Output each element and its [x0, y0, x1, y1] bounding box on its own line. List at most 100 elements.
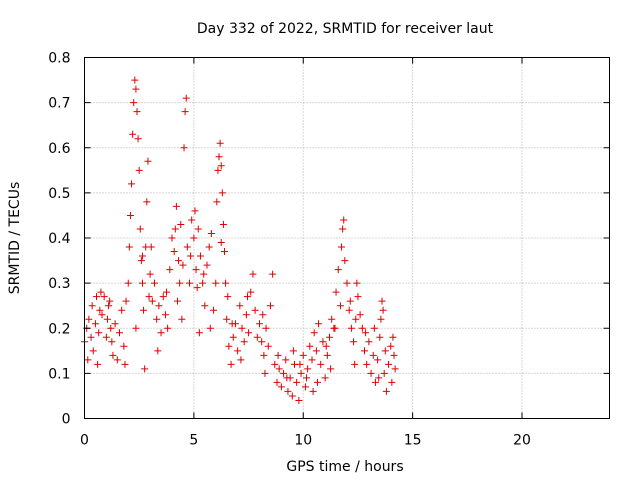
data-point	[283, 374, 291, 382]
data-point	[346, 297, 354, 305]
data-point	[266, 302, 274, 310]
data-point	[88, 302, 96, 310]
data-point	[107, 324, 115, 332]
data-point	[343, 279, 351, 287]
data-point	[370, 324, 378, 332]
data-point	[245, 329, 253, 337]
data-point	[121, 360, 129, 368]
data-point	[229, 333, 237, 341]
data-point	[93, 293, 101, 301]
data-point	[98, 311, 106, 319]
data-point	[164, 324, 172, 332]
data-point	[145, 293, 153, 301]
data-point	[196, 252, 204, 260]
data-point	[249, 270, 257, 278]
data-point	[334, 266, 342, 274]
data-point	[146, 270, 154, 278]
data-point	[243, 293, 251, 301]
data-point	[186, 279, 193, 287]
x-tick-label: 5	[189, 433, 198, 449]
data-point	[303, 374, 311, 382]
data-point	[151, 279, 158, 287]
data-point	[95, 329, 103, 337]
data-point	[253, 333, 261, 341]
data-point	[224, 293, 232, 301]
data-point	[141, 365, 149, 373]
x-tick-label: 0	[80, 433, 89, 449]
y-tick-label: 0.1	[48, 366, 70, 382]
x-axis-ticks: 0 5 10 15 20	[80, 57, 531, 449]
data-point	[247, 288, 255, 296]
data-point	[182, 94, 190, 102]
data-point	[159, 293, 167, 301]
data-point	[200, 270, 208, 278]
data-point	[201, 302, 209, 310]
data-point	[154, 347, 162, 355]
x-tick-label: 15	[404, 433, 422, 449]
data-point	[363, 360, 371, 368]
data-point	[269, 270, 277, 278]
data-point	[358, 324, 366, 332]
data-point	[108, 338, 116, 346]
data-point	[327, 365, 335, 373]
data-point	[183, 243, 191, 251]
data-point	[214, 166, 222, 174]
data-point	[313, 378, 321, 386]
data-point	[143, 198, 151, 206]
data-point	[379, 306, 387, 314]
data-point	[163, 288, 171, 296]
data-point	[309, 387, 317, 395]
data-point	[173, 297, 181, 305]
data-point	[273, 378, 281, 386]
data-point	[116, 329, 123, 337]
data-point	[134, 135, 142, 143]
data-point	[133, 108, 141, 116]
data-point	[172, 202, 180, 210]
data-point	[362, 329, 370, 337]
y-tick-label: 0.4	[48, 231, 70, 247]
grid-lines	[84, 57, 610, 419]
data-point	[188, 216, 196, 224]
data-point	[178, 315, 186, 323]
data-point	[96, 306, 104, 314]
data-point	[192, 266, 200, 274]
data-point	[336, 302, 344, 310]
data-point	[161, 311, 169, 319]
data-point	[258, 338, 266, 346]
data-point	[297, 369, 305, 377]
data-point	[194, 225, 202, 233]
data-point	[100, 293, 108, 301]
data-point	[215, 153, 223, 161]
data-point	[275, 365, 283, 373]
data-point	[338, 243, 346, 251]
data-point	[234, 347, 242, 355]
data-point	[350, 338, 358, 346]
data-point	[308, 356, 316, 364]
chart-title: Day 332 of 2022, SRMTID for receiver lau…	[197, 21, 494, 37]
data-point	[138, 252, 146, 260]
data-point	[345, 306, 353, 314]
data-point	[289, 347, 297, 355]
data-point	[351, 360, 359, 368]
data-point	[301, 383, 309, 391]
data-point	[179, 261, 187, 269]
data-point	[144, 157, 152, 165]
data-point	[293, 378, 301, 386]
data-point	[259, 311, 267, 319]
data-point	[352, 315, 360, 323]
data-point	[326, 333, 333, 341]
data-point	[125, 243, 133, 251]
data-point	[132, 85, 140, 93]
data-point	[175, 257, 183, 265]
data-point	[387, 342, 395, 350]
y-tick-label: 0.2	[48, 321, 70, 337]
x-tick-label: 20	[513, 433, 531, 449]
data-point	[136, 225, 144, 233]
data-point	[137, 257, 145, 265]
data-point	[242, 311, 250, 319]
data-point	[212, 279, 220, 287]
data-point	[323, 351, 331, 359]
data-point	[238, 324, 246, 332]
data-point	[206, 324, 214, 332]
y-tick-label: 0.8	[48, 51, 70, 67]
